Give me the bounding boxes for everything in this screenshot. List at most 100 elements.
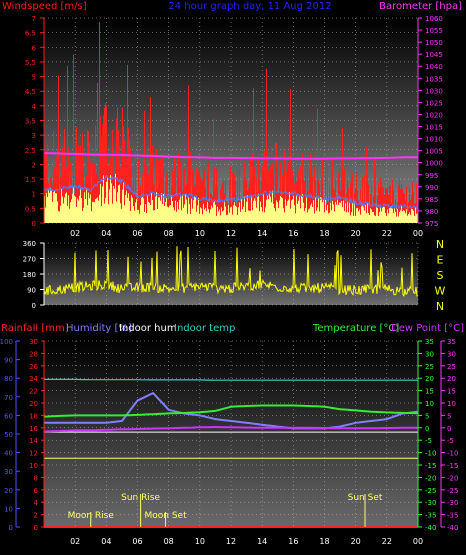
weather-x-tick-label: 06: [132, 537, 142, 546]
barometer-line: [43, 152, 418, 160]
barometer-tick-label: 1055: [425, 27, 443, 35]
barometer-tick-label: 1020: [425, 111, 443, 119]
direction-plot-area: [44, 243, 418, 305]
rainfall-tick-label: 10: [29, 462, 38, 470]
wind-x-tick-label: 06: [132, 229, 142, 238]
wind-x-tick-label: 00: [413, 229, 423, 238]
windspeed-tick-label: 3.5: [25, 118, 36, 126]
windspeed-tick-label: 6.5: [25, 30, 36, 38]
chart-title: 24 hour graph day, 11 Aug 2012: [168, 1, 331, 12]
wind-x-tick-label: 22: [382, 229, 392, 238]
humidity-tick-label: 10: [4, 505, 13, 513]
low-wind-bars: [44, 173, 418, 223]
wind-panel: 00.511.522.533.544.555.566.57 9759809859…: [2, 1, 462, 238]
temperature-tick-label: -25: [425, 487, 436, 495]
humidity-tick-label: 20: [4, 487, 13, 495]
wind-x-tick-label: 08: [164, 229, 174, 238]
windspeed-tick-label: 3: [32, 132, 36, 140]
weather-x-ticks: 02 04 06 08 10 12 14 16 18 20 22 00: [70, 537, 423, 546]
weather-x-tick-label: 22: [382, 537, 392, 546]
temperature-tick-label: 10: [425, 400, 434, 408]
windspeed-tick-label: 5: [32, 74, 36, 82]
dew-point-tick-label: -10: [447, 450, 458, 458]
barometer-tick-label: 1050: [425, 39, 443, 47]
dew-point-tick-label: -40: [447, 524, 458, 532]
compass-label: N: [436, 238, 444, 251]
barometer-tick-label: 1045: [425, 51, 443, 59]
barometer-tick-label: 1030: [425, 87, 443, 95]
indoor-temp-line: [44, 378, 418, 381]
indoor-temp-label: Indoor temp: [174, 323, 235, 334]
dew-point-tick-label: 10: [447, 400, 456, 408]
barometer-tick-label: 1025: [425, 99, 443, 107]
wind-x-tick-label: 20: [351, 229, 361, 238]
dew-point-tick-label: 5: [447, 412, 451, 420]
humidity-tick-label: 40: [4, 450, 13, 458]
temperature-tick-label: 20: [425, 375, 434, 383]
dew-point-tick-label: -25: [447, 487, 458, 495]
dew-point-tick-label: 35: [447, 338, 456, 346]
compass-label: W: [435, 285, 446, 298]
windspeed-tick-label: 7: [32, 15, 36, 23]
windspeed-tick-label: 1.5: [25, 176, 36, 184]
weather-x-tick-label: 00: [413, 537, 423, 546]
windspeed-axis: 0 0.5 1 1.5 2 2.5 3 3.5 4 4.5 5 5.5 6 6.5 7: [25, 15, 45, 228]
humidity-tick-label: 30: [4, 468, 13, 476]
temperature-tick-label: -5: [425, 437, 432, 445]
event-label: Sun Rise: [121, 493, 160, 503]
humidity-tick-label: 100: [0, 338, 13, 346]
barometer-tick-label: 985: [425, 196, 438, 204]
wind-x-tick-label: 12: [226, 229, 236, 238]
humidity-tick-label: 50: [4, 431, 13, 439]
humidity-label: Humidity [%]: [66, 323, 132, 334]
humidity-line: [44, 391, 419, 430]
wind-x-tick-label: 02: [70, 229, 80, 238]
wind-x-tick-label: 04: [101, 229, 111, 238]
weather-x-tick-label: 08: [164, 537, 174, 546]
temperature-tick-label: 5: [425, 412, 429, 420]
weather-lines: [43, 378, 419, 528]
barometer-tick-label: 995: [425, 172, 438, 180]
weather-x-tick-label: 16: [288, 537, 298, 546]
barometer-axis: 975 980 985 990 995 1000 1005 1010 1015 1020 1025 1…: [417, 15, 443, 228]
dew-point-tick-label: 15: [447, 388, 456, 396]
windspeed-tick-label: 0: [32, 220, 36, 228]
windspeed-tick-label: 5.5: [25, 59, 36, 67]
compass-label: N: [436, 300, 444, 313]
rainfall-tick-label: 22: [29, 388, 38, 396]
avg-wind-line: [43, 174, 418, 210]
barometer-tick-label: 975: [425, 220, 438, 228]
temperature-tick-label: 35: [425, 338, 434, 346]
rainfall-tick-label: 20: [29, 400, 38, 408]
rainfall-tick-label: 18: [29, 412, 38, 420]
dew-point-tick-label: -15: [447, 462, 458, 470]
compass-label: S: [437, 269, 444, 282]
dew-point-tick-label: -5: [447, 437, 454, 445]
windspeed-tick-label: 4: [32, 103, 37, 111]
event-label: Moon Rise: [68, 511, 115, 521]
wind-x-tick-label: 14: [257, 229, 267, 238]
barometer-tick-label: 1040: [425, 63, 443, 71]
barometer-tick-label: 980: [425, 208, 438, 216]
barometer-tick-label: 1060: [425, 15, 443, 23]
windspeed-tick-label: 1: [32, 191, 36, 199]
rainfall-tick-label: 0: [34, 524, 38, 532]
temperature-tick-label: 0: [425, 425, 429, 433]
wind-x-tick-label: 10: [195, 229, 205, 238]
dew-point-tick-label: 20: [447, 375, 456, 383]
weather-x-tick-label: 12: [226, 537, 236, 546]
rainfall-label: Rainfall [mm]: [1, 323, 69, 334]
weather-x-tick-label: 02: [70, 537, 80, 546]
weather-x-tick-label: 10: [195, 537, 205, 546]
barometer-tick-label: 990: [425, 184, 438, 192]
windspeed-label: Windspeed [m/s]: [2, 1, 87, 12]
dew-point-line: [43, 426, 418, 433]
barometer-tick-label: 1010: [425, 136, 443, 144]
temperature-tick-label: 15: [425, 388, 434, 396]
windspeed-tick-label: 0.5: [25, 205, 36, 213]
dew-point-label: Dew Point [°C]: [391, 323, 464, 334]
